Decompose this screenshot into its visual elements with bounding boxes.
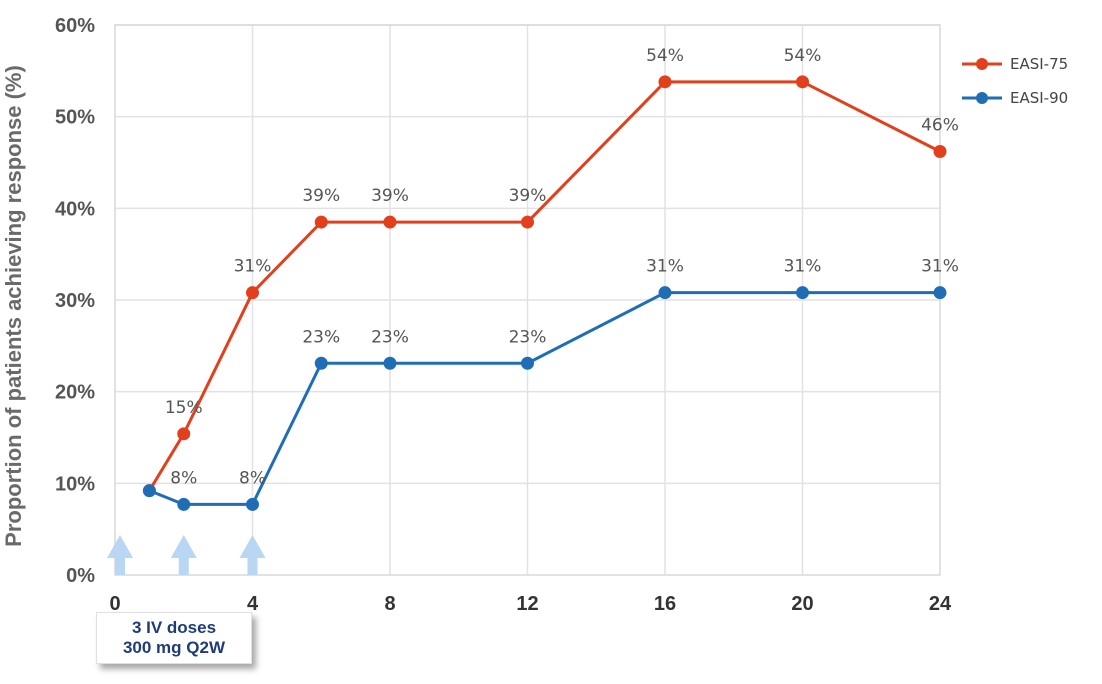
dose-annotation-line1: 3 IV doses bbox=[131, 618, 217, 637]
y-axis-ticks: 0% 10% 20% 30% 40% 50% 60% bbox=[55, 15, 95, 587]
data-label: 31% bbox=[646, 257, 684, 277]
data-point bbox=[177, 427, 191, 441]
data-point bbox=[246, 286, 259, 300]
data-label: 23% bbox=[509, 327, 547, 347]
data-point bbox=[658, 286, 672, 300]
x-tick-label: 8 bbox=[384, 593, 395, 615]
data-point bbox=[933, 145, 947, 158]
grid bbox=[115, 24, 940, 575]
dose-arrows bbox=[107, 535, 266, 575]
data-label: 39% bbox=[302, 186, 340, 206]
data-label: 8% bbox=[239, 468, 266, 488]
dose-arrow bbox=[107, 535, 133, 575]
data-point bbox=[246, 497, 259, 511]
data-point bbox=[314, 215, 328, 229]
y-tick-label: 30% bbox=[55, 290, 95, 312]
data-label: 31% bbox=[784, 257, 822, 277]
y-tick-label: 10% bbox=[55, 473, 95, 495]
data-label: 23% bbox=[302, 327, 340, 347]
legend-marker bbox=[976, 58, 988, 70]
data-point bbox=[177, 497, 191, 511]
x-tick-label: 16 bbox=[654, 593, 676, 615]
x-tick-label: 12 bbox=[516, 593, 538, 615]
data-label: 31% bbox=[921, 257, 959, 277]
data-label: 39% bbox=[509, 186, 547, 206]
dose-arrow bbox=[170, 535, 197, 575]
data-point bbox=[383, 215, 397, 229]
series-line-easi-75 bbox=[148, 80, 941, 492]
data-point bbox=[933, 286, 947, 300]
data-label: 8% bbox=[170, 468, 197, 488]
data-point bbox=[521, 215, 534, 229]
data-point bbox=[314, 356, 328, 370]
y-tick-label: 0% bbox=[66, 565, 95, 587]
x-tick-label: 0 bbox=[109, 593, 120, 615]
plot-frame bbox=[114, 24, 941, 576]
data-label: 23% bbox=[371, 327, 409, 347]
y-tick-label: 60% bbox=[55, 15, 95, 37]
data-label: 54% bbox=[784, 46, 822, 66]
y-tick-label: 20% bbox=[55, 382, 95, 404]
data-label: 39% bbox=[371, 186, 409, 206]
data-point bbox=[521, 356, 534, 370]
dose-arrow bbox=[239, 535, 266, 575]
x-tick-label: 24 bbox=[929, 593, 952, 615]
y-tick-label: 50% bbox=[55, 107, 95, 129]
legend: EASI-75 EASI-90 bbox=[962, 55, 1068, 107]
x-tick-label: 20 bbox=[791, 593, 813, 615]
data-point bbox=[658, 75, 672, 89]
dose-annotation-box: 3 IV doses 300 mg Q2W bbox=[96, 612, 252, 664]
dose-annotation-line2: 300 mg Q2W bbox=[122, 638, 226, 657]
series-line-easi-90 bbox=[148, 291, 940, 506]
y-tick-label: 40% bbox=[55, 198, 95, 220]
data-point bbox=[796, 286, 809, 300]
data-label: 46% bbox=[921, 116, 959, 136]
legend-marker bbox=[976, 92, 988, 104]
legend-label: EASI-90 bbox=[1010, 89, 1068, 107]
data-label: 15% bbox=[165, 398, 203, 418]
data-labels: 15% 31% 39% 39% 39% 54% 54% 46% 8% 8% 23% 23% 23% 31%… bbox=[165, 46, 959, 489]
legend-label: EASI-75 bbox=[1010, 55, 1068, 73]
data-point bbox=[142, 484, 156, 498]
data-label: 31% bbox=[234, 257, 272, 277]
y-axis-label: Proportion of patients achieving respons… bbox=[1, 65, 26, 547]
series bbox=[142, 75, 947, 511]
x-axis-ticks: 0 4 8 12 16 20 24 bbox=[109, 593, 952, 615]
x-tick-label: 4 bbox=[247, 593, 259, 615]
data-point bbox=[796, 75, 809, 89]
data-point bbox=[383, 356, 397, 370]
data-label: 54% bbox=[646, 46, 684, 66]
